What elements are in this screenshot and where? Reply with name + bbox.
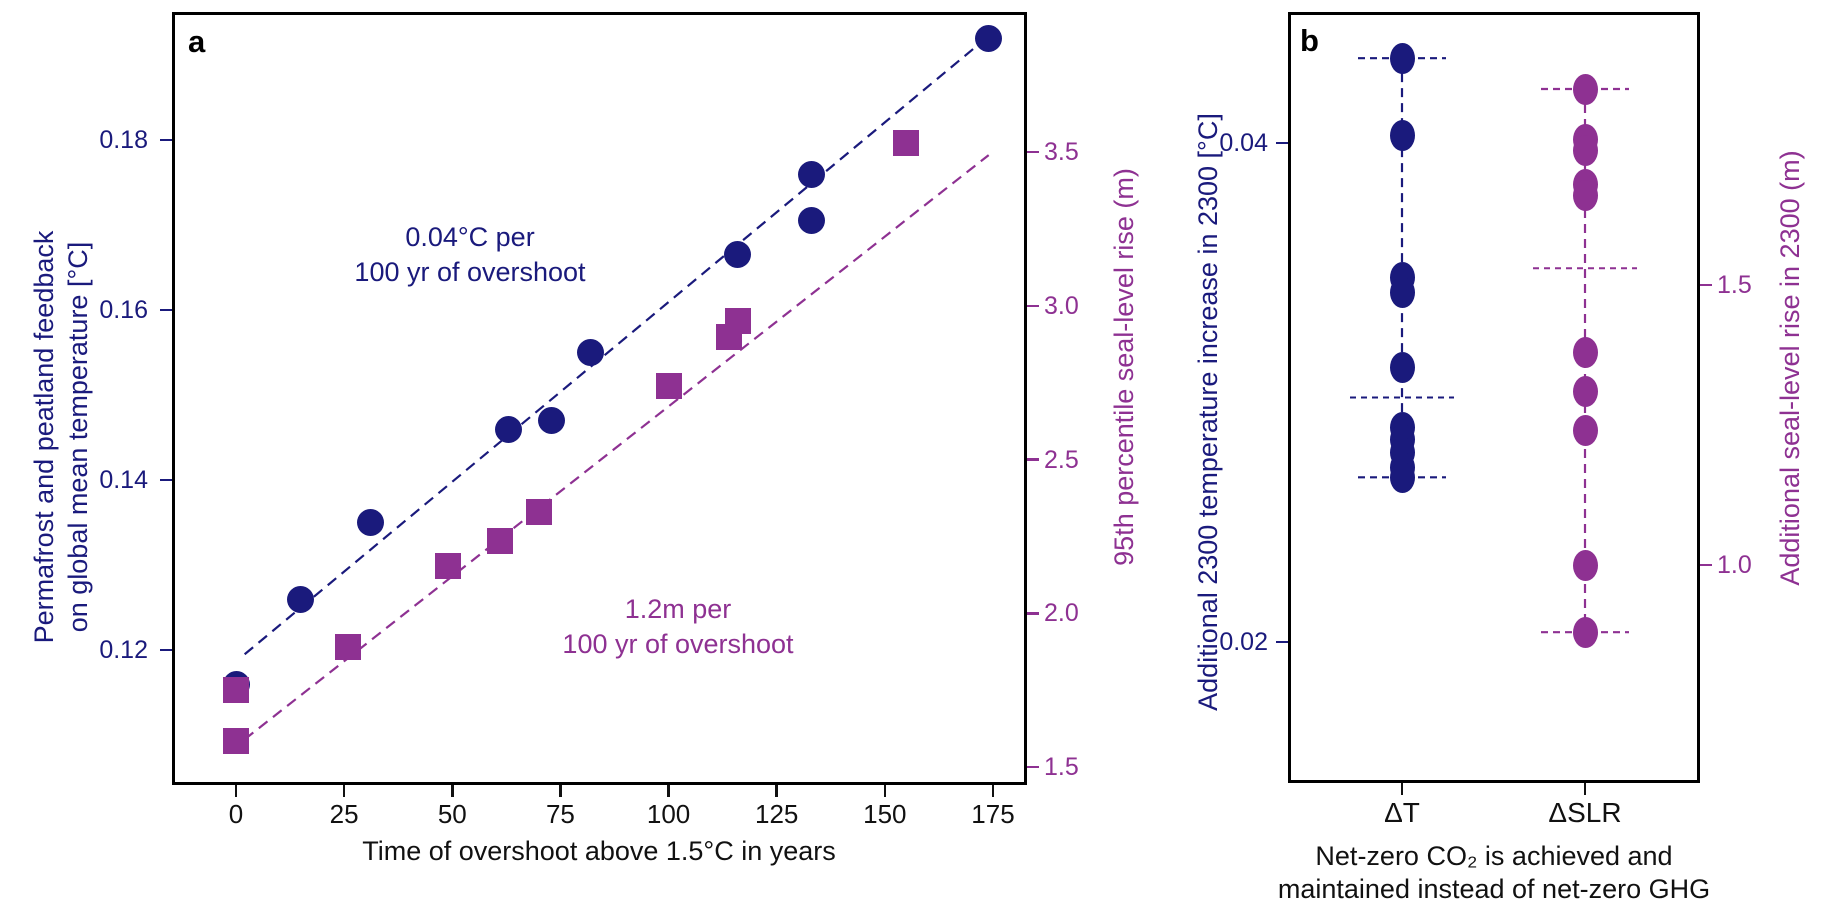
panel-a-left-tick	[160, 648, 172, 652]
panel-b-left-tick	[1276, 141, 1288, 145]
panel-a-right-tick	[1027, 304, 1039, 307]
panel-b-category-label: ΔT	[1384, 797, 1420, 828]
annotation-blue-slope-line2: 100 yr of overshoot	[354, 257, 586, 287]
panel-a-right-tick	[1027, 612, 1039, 615]
data-point-temperature	[287, 585, 315, 613]
panel-b-caption: Net-zero CO₂ is achieved and maintained …	[1244, 840, 1744, 906]
data-point-temperature	[724, 241, 752, 269]
panel-b-left-tick	[1276, 640, 1288, 644]
panel-b-caption-line1: Net-zero CO₂ is achieved and	[1315, 841, 1673, 871]
data-point-sea-level	[893, 129, 920, 156]
panel-a-x-tick	[667, 785, 670, 797]
data-point-delta-slr	[1572, 135, 1598, 167]
data-point-delta-slr	[1572, 549, 1598, 581]
panel-a-left-tick-label: 0.12	[99, 636, 148, 664]
panel-b-left-tick-label: 0.04	[1219, 129, 1268, 157]
panel-a-right-tick-label: 3.0	[1044, 291, 1079, 320]
data-point-sea-level	[434, 552, 461, 579]
trend-line-blue	[243, 38, 986, 656]
panel-a-right-tick-label: 1.5	[1044, 753, 1079, 781]
panel-a-right-tick-label: 2.0	[1044, 599, 1079, 628]
panel-a-x-tick-label: 175	[971, 799, 1015, 829]
data-point-delta-t	[1389, 461, 1415, 493]
panel-b-x-tick	[1400, 783, 1404, 795]
data-point-delta-slr	[1572, 375, 1598, 407]
data-point-temperature	[538, 407, 566, 434]
annotation-blue-slope: 0.04°C per 100 yr of overshoot	[270, 220, 670, 290]
panel-a-x-tick	[775, 785, 778, 797]
data-point-delta-t	[1389, 120, 1415, 151]
panel-b-right-tick	[1700, 563, 1712, 567]
panel-a-x-tick	[234, 785, 238, 797]
panel-a-plot-box	[172, 12, 1027, 785]
data-point-temperature	[577, 339, 605, 366]
trend-line-purple	[243, 154, 990, 741]
panel-b-category-label: ΔSLR	[1548, 797, 1622, 828]
data-point-sea-level	[223, 727, 249, 754]
panel-b-plot-box	[1288, 12, 1700, 783]
panel-a-x-tick	[883, 785, 887, 797]
panel-a-x-tick-label: 100	[646, 799, 691, 829]
data-point-delta-t	[1389, 42, 1415, 74]
data-point-temperature	[797, 160, 825, 188]
panel-a-x-axis-title: Time of overshoot above 1.5°C in years	[362, 836, 836, 866]
panel-a-right-tick-label: 3.5	[1044, 138, 1079, 166]
panel-a-x-tick-label: 50	[437, 799, 467, 829]
data-point-sea-level	[724, 308, 751, 335]
panel-a-left-tick	[160, 478, 172, 482]
panel-b-left-axis-title: Additional 2300 temperature increase in …	[1193, 113, 1223, 711]
panel-b-letter: b	[1300, 23, 1319, 58]
panel-a-x-tick	[451, 785, 454, 797]
panel-a-left-axis-title-line1: Permafrost and peatland feedback	[29, 230, 59, 644]
panel-a-letter: a	[188, 24, 206, 59]
data-point-delta-slr	[1572, 73, 1598, 105]
panel-a-left-tick-label: 0.16	[99, 296, 148, 324]
data-point-temperature	[495, 415, 523, 443]
panel-a-x-tick	[991, 785, 995, 797]
panel-a-x-tick-label: 150	[863, 799, 907, 829]
data-point-temperature	[356, 509, 384, 536]
panel-b-right-tick-label: 1.0	[1717, 551, 1752, 579]
data-point-sea-level	[335, 634, 362, 661]
panel-a-left-axis-title: Permafrost and peatland feedback on glob…	[27, 57, 95, 817]
annotation-purple-slope-line2: 100 yr of overshoot	[562, 629, 794, 659]
data-point-sea-level	[223, 677, 249, 704]
data-point-delta-slr	[1572, 616, 1598, 648]
data-point-delta-slr	[1572, 336, 1598, 368]
panel-a-left-tick-label: 0.14	[99, 466, 148, 494]
panel-a-x-tick	[342, 785, 346, 797]
panel-a-left-tick	[160, 308, 172, 312]
annotation-purple-slope-line1: 1.2m per	[624, 594, 732, 624]
panel-a-left-tick-label: 0.18	[99, 126, 148, 154]
data-point-delta-t	[1389, 352, 1415, 384]
panel-a-left-tick	[160, 138, 172, 142]
panel-b-x-tick	[1583, 783, 1587, 795]
data-point-sea-level	[525, 498, 552, 525]
data-point-temperature	[975, 24, 1003, 52]
panel-a-right-tick	[1027, 150, 1039, 154]
panel-b-caption-line2: maintained instead of net-zero GHG	[1277, 874, 1711, 904]
annotation-purple-slope: 1.2m per 100 yr of overshoot	[478, 592, 878, 662]
panel-a-right-tick	[1027, 458, 1039, 461]
data-point-temperature	[797, 207, 825, 235]
panel-a-x-tick-label: 25	[329, 799, 359, 829]
annotation-blue-slope-line1: 0.04°C per	[405, 222, 535, 252]
panel-a-left-axis-title-line2: on global mean temperature [°C]	[63, 241, 93, 633]
panel-a-right-tick-label: 2.5	[1044, 445, 1079, 474]
data-point-sea-level	[655, 372, 682, 399]
panel-a-x-tick	[559, 785, 562, 797]
panel-b-left-tick-label: 0.02	[1219, 628, 1268, 656]
data-point-delta-t	[1389, 277, 1415, 309]
panel-a-x-tick-label: 75	[545, 799, 575, 829]
panel-a-x-tick-label: 0	[228, 799, 244, 829]
panel-a-right-tick	[1027, 765, 1039, 769]
panel-b-right-tick	[1700, 283, 1712, 287]
data-point-delta-slr	[1572, 415, 1598, 447]
data-point-delta-slr	[1572, 179, 1598, 211]
data-point-sea-level	[486, 527, 513, 554]
panel-a-x-tick-label: 125	[755, 799, 799, 829]
panel-b-right-tick-label: 1.5	[1717, 271, 1752, 299]
